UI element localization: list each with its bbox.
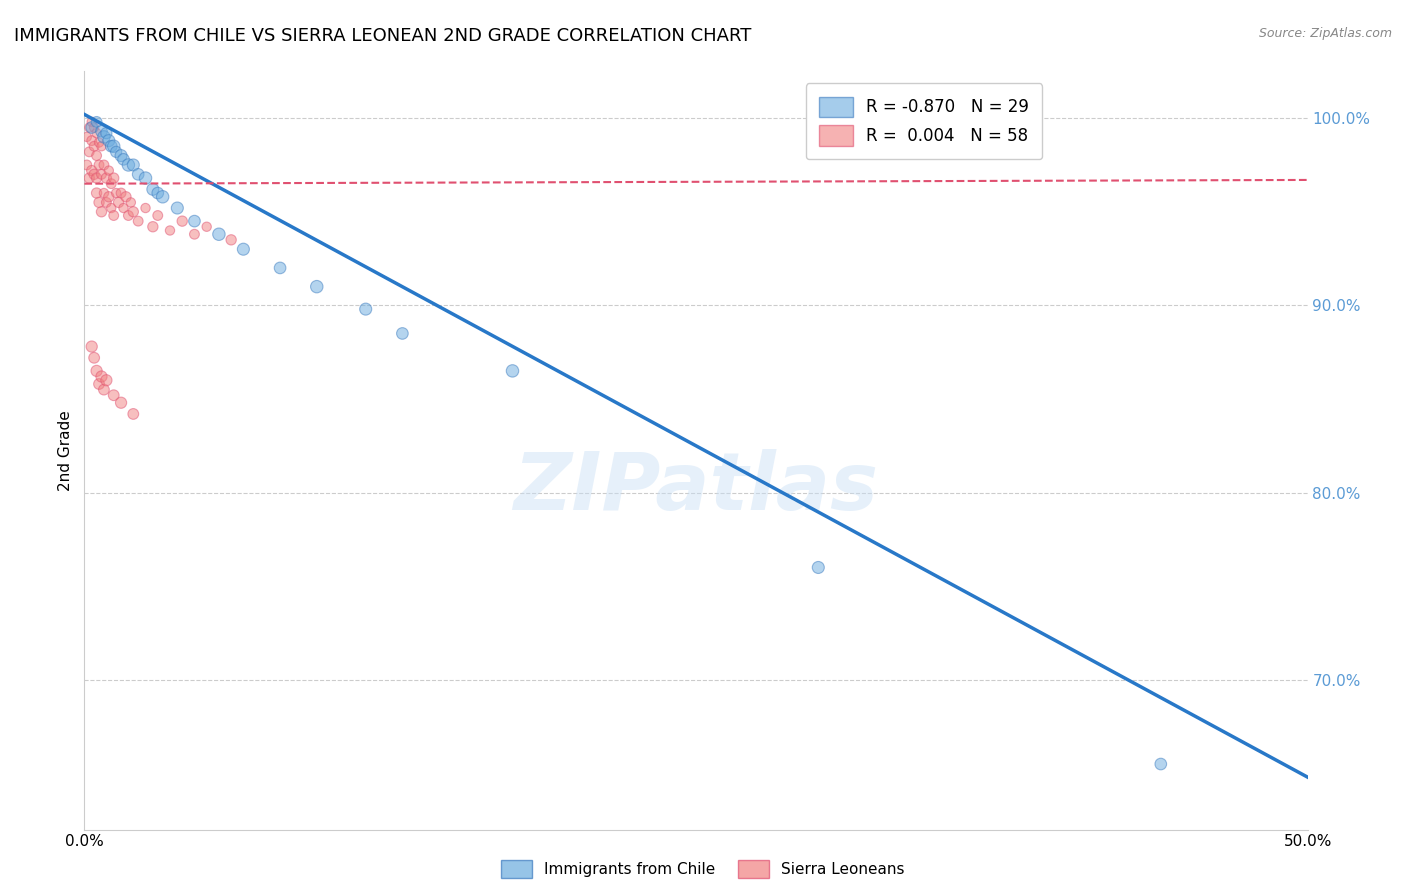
Point [80, 340, 103, 354]
Point [87, 158, 110, 172]
Point [1150, 757, 1173, 772]
Point [80, 134, 103, 148]
Point [269, 260, 291, 275]
Point [96, 126, 118, 140]
Text: Source: ZipAtlas.com: Source: ZipAtlas.com [1258, 27, 1392, 40]
Point [87, 136, 110, 150]
Point [86, 171, 108, 186]
Point [172, 214, 194, 228]
Point [110, 186, 132, 200]
Point [93, 383, 115, 397]
Point [100, 177, 122, 191]
Point [87, 376, 110, 391]
Point [83, 139, 105, 153]
Point [152, 190, 174, 204]
Point [103, 171, 125, 186]
Point [96, 373, 118, 387]
Point [90, 139, 112, 153]
Point [93, 129, 115, 144]
Point [90, 167, 112, 181]
Text: IMMIGRANTS FROM CHILE VS SIERRA LEONEAN 2ND GRADE CORRELATION CHART: IMMIGRANTS FROM CHILE VS SIERRA LEONEAN … [14, 27, 751, 45]
Point [86, 115, 108, 129]
Point [83, 167, 105, 181]
Point [208, 227, 231, 242]
Point [93, 186, 115, 200]
Point [107, 195, 129, 210]
Point [105, 145, 128, 159]
Point [146, 209, 169, 223]
Point [183, 214, 205, 228]
Point [142, 182, 165, 196]
Point [103, 388, 125, 402]
Point [354, 302, 377, 317]
Point [86, 126, 108, 140]
Point [115, 190, 138, 204]
Point [117, 209, 139, 223]
Point [127, 214, 149, 228]
Point [87, 195, 110, 210]
Point [100, 201, 122, 215]
Point [142, 219, 165, 234]
Y-axis label: 2nd Grade: 2nd Grade [58, 410, 73, 491]
Point [110, 395, 132, 409]
Point [391, 326, 413, 341]
Point [135, 201, 157, 215]
Point [112, 201, 135, 215]
Point [77, 120, 100, 135]
Legend: Immigrants from Chile, Sierra Leoneans: Immigrants from Chile, Sierra Leoneans [495, 854, 911, 884]
Point [97, 163, 120, 178]
Point [90, 204, 112, 219]
Point [127, 167, 149, 181]
Point [117, 158, 139, 172]
Point [305, 279, 328, 293]
Point [93, 158, 115, 172]
Point [100, 139, 122, 153]
Point [77, 171, 100, 186]
Point [83, 351, 105, 365]
Text: ZIPatlas: ZIPatlas [513, 450, 879, 527]
Point [195, 219, 218, 234]
Point [103, 209, 125, 223]
Point [77, 145, 100, 159]
Point [96, 195, 118, 210]
Point [166, 201, 188, 215]
Point [112, 153, 135, 167]
Point [97, 134, 120, 148]
Point [80, 115, 103, 129]
Point [86, 364, 108, 378]
Point [232, 242, 254, 256]
Point [146, 186, 169, 200]
Point [122, 407, 145, 421]
Point [90, 369, 112, 384]
Point [86, 148, 108, 162]
Point [103, 139, 125, 153]
Point [122, 204, 145, 219]
Point [83, 120, 105, 135]
Point [105, 186, 128, 200]
Point [97, 190, 120, 204]
Point [76, 129, 98, 144]
Point [135, 171, 157, 186]
Point [96, 171, 118, 186]
Point [183, 227, 205, 242]
Point [120, 195, 142, 210]
Point [219, 233, 242, 247]
Point [90, 124, 112, 138]
Point [502, 364, 524, 378]
Point [110, 148, 132, 162]
Point [80, 163, 103, 178]
Point [86, 186, 108, 200]
Point [807, 560, 830, 574]
Legend: R = -0.870   N = 29, R =  0.004   N = 58: R = -0.870 N = 29, R = 0.004 N = 58 [806, 84, 1042, 159]
Point [122, 158, 145, 172]
Point [159, 223, 181, 237]
Point [76, 158, 98, 172]
Point [80, 120, 103, 135]
